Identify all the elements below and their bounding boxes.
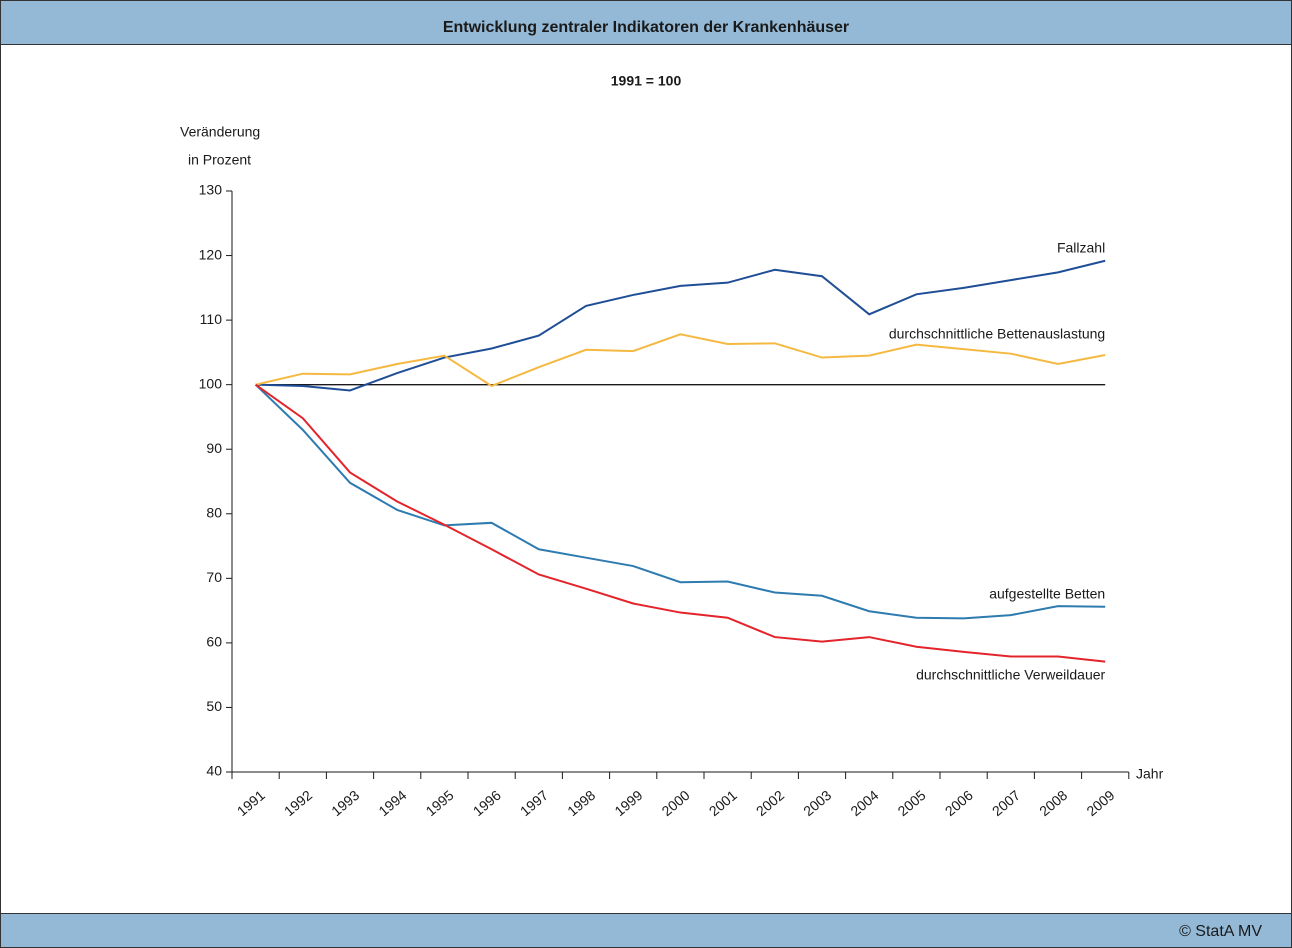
source: © StatA MV: [1179, 923, 1262, 940]
y-tick-label: 60: [206, 634, 222, 650]
series-line: [255, 259, 1106, 392]
chart-subtitle: 1991 = 100: [611, 73, 682, 89]
series-line: [254, 383, 1106, 620]
chart-title: Entwicklung zentraler Indikatoren der Kr…: [443, 19, 849, 36]
series-label: aufgestellte Betten: [989, 585, 1105, 601]
y-tick-label: 70: [206, 569, 222, 585]
y-tick-label: 80: [206, 504, 222, 520]
series-line: [255, 333, 1106, 388]
y-tick-label: 130: [199, 182, 223, 198]
series-label: Fallzahl: [1057, 239, 1105, 255]
y-tick-label: 40: [206, 763, 222, 779]
series-label: durchschnittliche Verweildauer: [916, 666, 1105, 682]
y-tick-label: 120: [199, 246, 223, 262]
y-tick-label: 100: [199, 375, 223, 391]
footer-band: [0, 913, 1292, 948]
header-band: [0, 0, 1292, 45]
y-tick-label: 110: [200, 311, 223, 327]
y-axis-label: Veränderung: [180, 124, 260, 140]
x-axis-label: Jahr: [1136, 766, 1164, 782]
y-tick-label: 50: [206, 698, 222, 714]
y-axis-label: in Prozent: [188, 152, 251, 168]
y-tick-label: 90: [206, 440, 222, 456]
series-line: [255, 383, 1106, 663]
series-label: durchschnittliche Bettenauslastung: [889, 326, 1105, 342]
